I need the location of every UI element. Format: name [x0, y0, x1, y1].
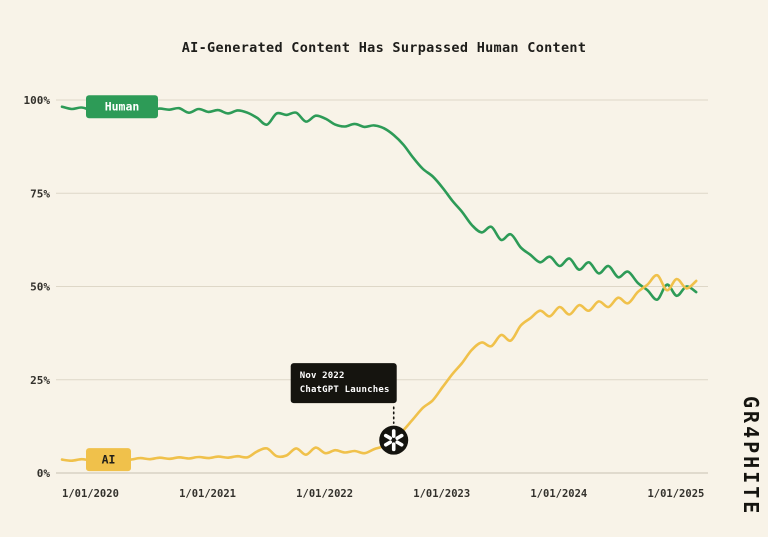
y-axis-label: 0% [37, 467, 51, 480]
x-axis-label: 1/01/2021 [179, 488, 236, 500]
brand-watermark: GR4PHITE [739, 396, 763, 517]
x-axis-label: 1/01/2020 [62, 488, 119, 500]
chart-title: AI-Generated Content Has Surpassed Human… [181, 40, 587, 56]
y-axis-label: 75% [30, 187, 50, 200]
series-line-ai [60, 273, 698, 463]
legend-badge-label: Human [105, 100, 140, 114]
legend-badge-label: AI [102, 453, 116, 467]
series-line-human [60, 105, 698, 301]
annotation-line2: ChatGPT Launches [300, 385, 390, 395]
x-axis-label: 1/01/2024 [530, 488, 587, 500]
y-axis-label: 100% [24, 94, 51, 107]
x-axis-label: 1/01/2023 [413, 488, 470, 500]
annotation-tooltip [290, 363, 397, 404]
x-axis-label: 1/01/2022 [296, 488, 353, 500]
legend-badge-human [86, 95, 158, 119]
openai-logo-icon [379, 425, 409, 455]
y-axis-label: 50% [30, 281, 50, 294]
x-axis-label: 1/01/2025 [647, 488, 704, 500]
annotation-line1: Nov 2022 [300, 371, 345, 381]
legend-badge-ai [86, 448, 131, 472]
y-axis-label: 25% [30, 374, 50, 387]
